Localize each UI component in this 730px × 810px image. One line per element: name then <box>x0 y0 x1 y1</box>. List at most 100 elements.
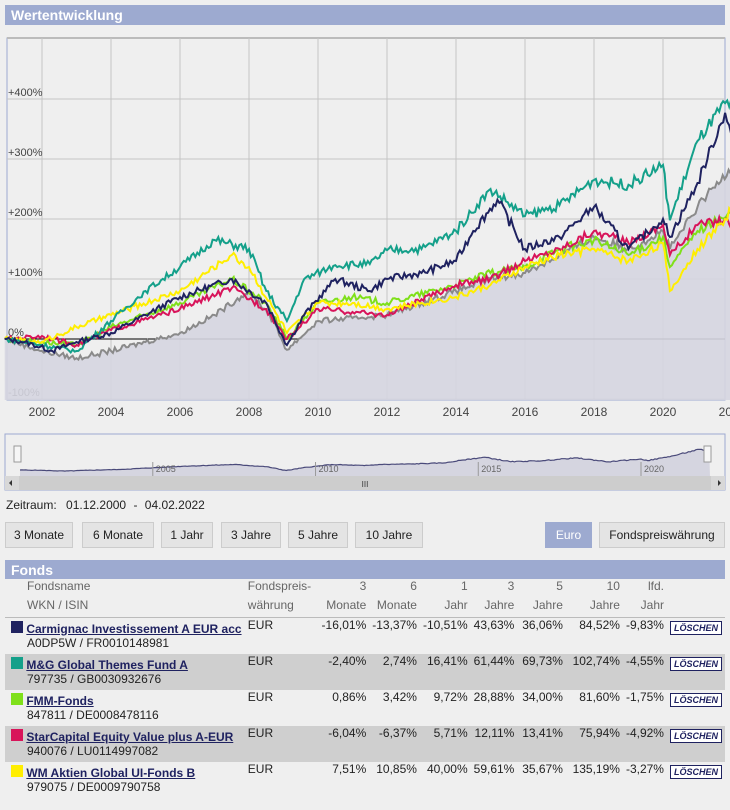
performance-cell: -16,01% <box>321 617 367 632</box>
performance-cell: -6,04% <box>314 725 370 744</box>
performance-cell: 135,19% <box>572 761 620 776</box>
fund-ids: 979075 / DE0009790758 <box>27 779 161 794</box>
performance-cell: 81,60% <box>579 689 620 704</box>
fund-row: StarCapital Equity Value plus A-EUR EUR -6… <box>5 725 725 744</box>
fund-name-link[interactable]: FMM-Fonds <box>26 693 94 708</box>
y-tick-label: +200% <box>8 207 43 219</box>
range-6-months-button[interactable]: 6 Monate <box>82 522 154 548</box>
currency-fund-button[interactable]: Fondspreiswährung <box>599 522 725 548</box>
delete-button[interactable]: LÖSCHEN <box>669 620 722 635</box>
x-tick-label: 2022 <box>719 405 730 419</box>
delete-button[interactable]: LÖSCHEN <box>669 656 722 671</box>
series-color-swatch <box>11 692 23 705</box>
fund-name-link[interactable]: WM Aktien Global UI-Fonds B <box>26 765 196 780</box>
fonds-table: Fondsname Fondspreis- 3 6 1 3 5 10 lfd. WKN / ISI… <box>5 579 725 798</box>
performance-cell: 10,85% <box>376 761 417 776</box>
column-header: Fondspreis- <box>247 579 312 593</box>
performance-cell: 43,63% <box>473 617 515 632</box>
performance-cell: -3,27% <box>625 761 664 776</box>
performance-chart[interactable]: 2002 2004 2006 2008 2010 2012 2014 2016 2018 2020… <box>0 36 730 426</box>
performance-cell: -4,55% <box>622 653 667 672</box>
y-tick-label: +400% <box>8 87 43 99</box>
performance-cell: 3,42% <box>382 689 417 704</box>
row-spacer <box>244 671 725 690</box>
performance-cell: 0,86% <box>332 689 367 704</box>
column-header: 3 <box>359 579 367 593</box>
scroll-left-arrow-icon[interactable] <box>9 480 12 486</box>
performance-cell: 40,00% <box>426 761 468 776</box>
fund-ids: A0DP5W / FR0010148981 <box>27 635 170 650</box>
delete-button[interactable]: LÖSCHEN <box>669 764 722 779</box>
y-tick-label: +300% <box>8 147 43 159</box>
range-10-years-button[interactable]: 10 Jahre <box>355 522 423 548</box>
section-title: Wertentwicklung <box>11 7 123 23</box>
fund-name-cell: M&G Global Themes Fund A <box>5 653 245 672</box>
fund-row-ids: 940076 / LU0114997082 <box>5 743 725 762</box>
fonds-title: Fonds <box>11 562 53 578</box>
series-color-swatch <box>11 728 23 741</box>
fund-ids: 940076 / LU0114997082 <box>5 743 245 762</box>
column-header: 1 <box>460 579 468 593</box>
currency-euro-button[interactable]: Euro <box>545 522 592 548</box>
fund-row-ids: 847811 / DE0008478116 <box>5 708 725 726</box>
x-tick-label: 2008 <box>236 405 263 419</box>
scrollbar-thumb[interactable] <box>19 476 711 490</box>
range-1-year-button[interactable]: 1 Jahr <box>161 522 213 548</box>
series-color-swatch <box>11 764 23 777</box>
navigator-tick-label: 2010 <box>319 464 339 474</box>
navigator-left-handle[interactable] <box>13 445 22 463</box>
performance-cell: 102,74% <box>565 653 623 672</box>
performance-cell: -2,40% <box>314 653 370 672</box>
column-header: 6 <box>410 579 417 593</box>
range-navigator[interactable]: 2005 2010 2015 2020 III <box>0 432 730 492</box>
column-header: 10 <box>606 579 620 593</box>
fund-name-cell: WM Aktien Global UI-Fonds B <box>5 762 245 780</box>
fund-row-ids: 979075 / DE0009790758 <box>5 780 725 798</box>
navigator-tick-label: 2005 <box>156 464 176 474</box>
y-tick-label: +100% <box>8 267 43 279</box>
fund-name-link[interactable]: Carmignac Investissement A EUR acc <box>26 621 242 636</box>
x-tick-label: 2014 <box>443 405 470 419</box>
fund-name-link[interactable]: M&G Global Themes Fund A <box>26 657 188 672</box>
scroll-right-arrow-icon[interactable] <box>718 480 721 486</box>
fund-name-cell: FMM-Fonds <box>5 690 245 708</box>
series-line-0 <box>4 112 730 355</box>
performance-cell: 16,41% <box>419 653 471 672</box>
performance-cell: -1,75% <box>625 689 664 704</box>
navigator-line <box>19 448 710 472</box>
performance-cell: -6,37% <box>369 725 420 744</box>
performance-cell: -9,83% <box>625 617 664 632</box>
zeitraum: Zeitraum: 01.12.2000 - 04.02.2022 <box>6 498 205 512</box>
column-header: 3 <box>507 579 515 593</box>
performance-cell: -10,51% <box>422 617 468 632</box>
performance-cell: 2,74% <box>369 653 420 672</box>
row-spacer <box>245 780 725 798</box>
delete-button[interactable]: LÖSCHEN <box>669 692 722 707</box>
x-tick-label: 2020 <box>650 405 677 419</box>
x-tick-label: 2016 <box>512 405 539 419</box>
fund-row-ids: 797735 / GB0030932676 <box>5 671 725 690</box>
performance-cell: 12,11% <box>470 725 518 744</box>
series-line-1 <box>4 98 730 354</box>
chart-section-header: Wertentwicklung <box>5 5 725 25</box>
performance-cell: 69,73% <box>517 653 566 672</box>
delete-cell: LÖSCHEN <box>666 653 725 672</box>
range-3-years-button[interactable]: 3 Jahre <box>221 522 281 548</box>
fund-name-link[interactable]: StarCapital Equity Value plus A-EUR <box>26 729 234 744</box>
zeitraum-from: 01.12.2000 <box>66 498 127 512</box>
delete-button[interactable]: LÖSCHEN <box>669 728 722 743</box>
range-5-years-button[interactable]: 5 Jahre <box>288 522 348 548</box>
navigator-right-handle[interactable] <box>703 445 712 463</box>
x-tick-label: 2006 <box>167 405 194 419</box>
column-header: Jahre <box>484 598 515 612</box>
y-tick-label: 0% <box>8 327 24 339</box>
currency-cell: EUR <box>244 653 315 672</box>
navigator-tick-label: 2020 <box>644 464 664 474</box>
column-header: Monate <box>326 598 367 612</box>
fund-row-ids: A0DP5W / FR0010148981 <box>5 636 725 654</box>
series-line-3 <box>4 211 730 349</box>
row-spacer <box>244 743 725 762</box>
currency-cell: EUR <box>247 617 274 632</box>
range-3-months-button[interactable]: 3 Monate <box>5 522 73 548</box>
fund-row: WM Aktien Global UI-Fonds B EUR 7,51% 10,85… <box>5 762 725 780</box>
